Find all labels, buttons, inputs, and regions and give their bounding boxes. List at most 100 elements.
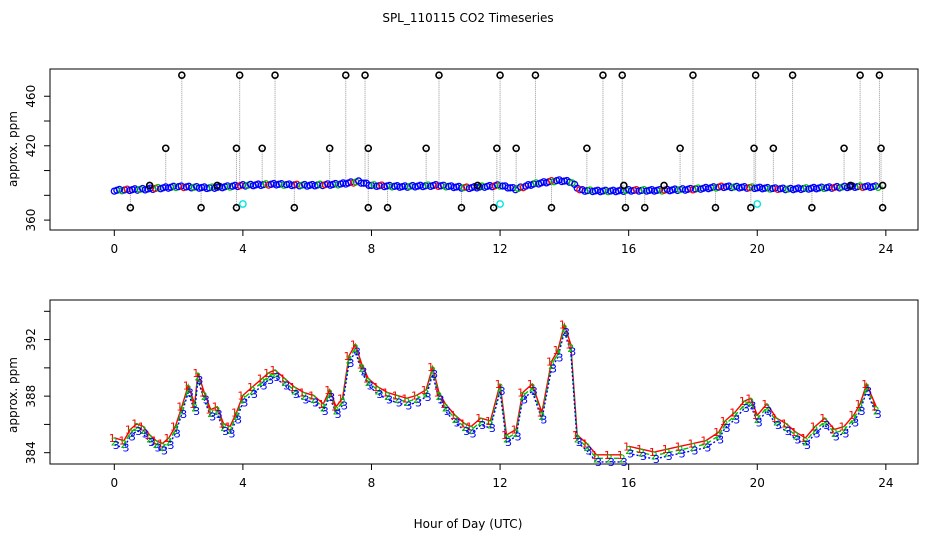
low-outlier-point [489, 203, 498, 212]
series-3-marker: 3 [585, 445, 592, 458]
series-3-marker: 3 [489, 422, 496, 435]
bottom-y-axis-label: approx. ppm [6, 357, 20, 433]
series-1-marker: 1 [527, 378, 534, 391]
series-1-marker: 1 [372, 381, 379, 394]
high-outlier-point [496, 71, 504, 79]
series-3-marker: 3 [216, 408, 223, 421]
series-3-marker: 3 [386, 394, 393, 407]
series-3-marker: 3 [794, 433, 801, 446]
series-1-marker: 1 [466, 421, 473, 434]
series-2-marker: 2 [792, 430, 799, 443]
series-1-marker: 1 [257, 372, 264, 385]
series-1-marker: 1 [163, 432, 170, 445]
series-1-marker: 1 [401, 392, 408, 405]
high-outlier-point [583, 144, 591, 153]
series-3-marker: 3 [505, 436, 512, 449]
series-3-marker: 3 [833, 430, 840, 443]
series-2-marker: 2 [741, 399, 748, 412]
series-1-marker: 1 [501, 429, 508, 442]
series-2-marker: 2 [326, 387, 333, 400]
series-1-marker: 1 [662, 443, 669, 456]
series-1-marker: 1 [189, 398, 196, 411]
bottom-x-tick-label: 24 [878, 476, 893, 490]
high-outlier-point [232, 144, 241, 153]
series-2-marker: 2 [413, 393, 420, 406]
high-outlier-point [435, 71, 443, 79]
series-1-marker: 1 [459, 418, 466, 431]
high-outlier-point [689, 71, 697, 79]
series-2-marker: 2 [538, 410, 545, 423]
series-1-marker: 1 [231, 406, 238, 419]
series-2-marker: 2 [677, 444, 684, 457]
series-1-marker: 1 [720, 415, 727, 428]
series-1-marker: 1 [450, 409, 457, 422]
series-2-marker: 2 [487, 418, 494, 431]
low-outlier-point [126, 203, 135, 212]
series-3-marker: 3 [499, 385, 506, 398]
series-2-marker: 2 [841, 424, 848, 437]
series-1-marker: 1 [183, 380, 190, 393]
series-3-marker: 3 [335, 408, 342, 421]
series-1-marker: 1 [829, 423, 836, 436]
series-3-marker: 3 [209, 411, 216, 424]
low-outlier-point [232, 203, 241, 212]
series-3-marker: 3 [251, 388, 258, 401]
series-1-marker: 1 [176, 401, 183, 414]
series-3-marker: 3 [865, 385, 872, 398]
series-2-marker: 2 [374, 384, 381, 397]
series-2-marker: 2 [821, 416, 828, 429]
series-3-marker: 3 [360, 365, 367, 378]
bottom-y-tick-label: 392 [24, 328, 38, 351]
x-axis-label: Hour of Day (UTC) [414, 517, 523, 531]
series-1-marker: 1 [350, 339, 357, 352]
series-3-marker: 3 [804, 439, 811, 452]
series-1-marker: 1 [144, 429, 151, 442]
series-1-marker: 1 [819, 412, 826, 425]
series-3-marker: 3 [274, 371, 281, 384]
series-3-marker: 3 [875, 408, 882, 421]
series-2-marker: 2 [133, 421, 140, 434]
series-2-marker: 2 [461, 421, 468, 434]
series-1-marker: 1 [289, 381, 296, 394]
series-3-marker: 3 [756, 416, 763, 429]
series-3-marker: 3 [347, 357, 354, 370]
series-2-marker: 2 [548, 359, 555, 372]
series-3-marker: 3 [653, 453, 660, 466]
top-x-tick-label: 24 [878, 242, 893, 256]
series-3-marker: 3 [724, 422, 731, 435]
series-3-marker: 3 [302, 394, 309, 407]
series-1-marker: 1 [745, 392, 752, 405]
series-2-marker: 2 [567, 342, 574, 355]
top-x-tick-label: 20 [750, 242, 765, 256]
series-2-marker: 2 [783, 421, 790, 434]
bottom-x-tick-label: 12 [492, 476, 507, 490]
series-3-marker: 3 [785, 425, 792, 438]
series-3-marker: 3 [556, 351, 563, 364]
low-outlier-point [364, 203, 373, 212]
bottom-x-tick-label: 8 [368, 476, 376, 490]
series-1-marker: 1 [475, 412, 482, 425]
series-2-marker: 2 [233, 410, 240, 423]
series-1-marker: 1 [212, 401, 219, 414]
series-3-marker: 3 [241, 397, 248, 410]
series-2-marker: 2 [159, 441, 166, 454]
series-1-marker: 1 [495, 378, 502, 391]
high-outlier-point [620, 181, 628, 190]
high-outlier-point [846, 181, 855, 190]
series-1-marker: 1 [485, 415, 492, 428]
series-2-marker: 2 [352, 342, 359, 355]
series-2-marker: 2 [345, 353, 352, 366]
series-3-marker: 3 [743, 402, 750, 415]
series-3-marker: 3 [229, 428, 236, 441]
series-3-line [114, 329, 877, 463]
top-x-tick-label: 12 [492, 242, 507, 256]
low-outlier-point [640, 203, 649, 212]
series-2-marker: 2 [358, 362, 365, 375]
series-2-marker: 2 [722, 418, 729, 431]
series-3-marker: 3 [193, 405, 200, 418]
series-1-marker: 1 [700, 435, 707, 448]
series-3-marker: 3 [203, 394, 210, 407]
series-2-marker: 2 [185, 383, 192, 396]
series-3-marker: 3 [823, 419, 830, 432]
series-3-marker: 3 [627, 447, 634, 460]
